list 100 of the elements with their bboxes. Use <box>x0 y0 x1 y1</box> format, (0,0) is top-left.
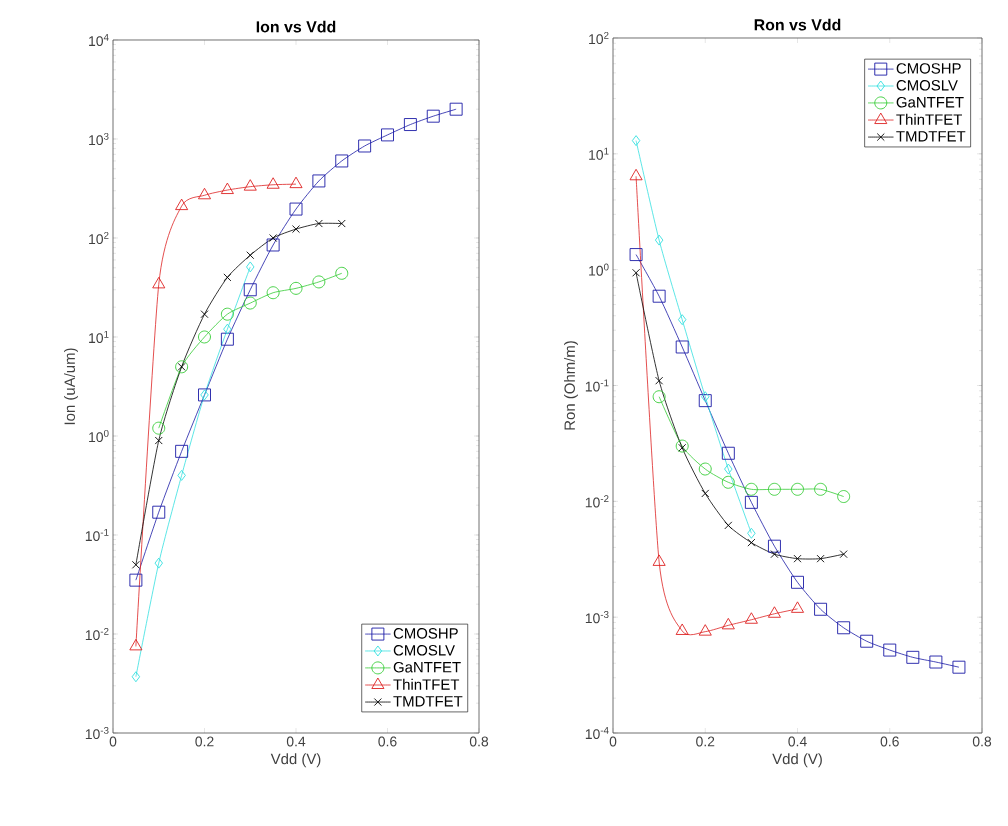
point <box>314 219 323 228</box>
y-tick-label: 10$^{-3}$ <box>585 611 609 624</box>
point <box>220 182 234 194</box>
point <box>744 495 758 509</box>
x-tick-label: 0 <box>109 736 117 747</box>
point <box>721 475 735 489</box>
point <box>629 248 643 262</box>
point <box>266 177 280 189</box>
point <box>724 463 733 475</box>
point <box>243 283 257 297</box>
point <box>246 261 255 273</box>
point <box>655 376 664 385</box>
point <box>952 660 966 674</box>
y-tick-label: 10$^{1}$ <box>589 147 609 160</box>
point <box>631 135 641 147</box>
point <box>269 234 278 242</box>
point <box>449 102 463 116</box>
legend-label: ThinTFET <box>393 678 460 690</box>
point <box>246 251 255 260</box>
point <box>220 307 234 321</box>
point <box>698 394 712 408</box>
point <box>744 482 758 496</box>
point <box>266 286 280 300</box>
point <box>883 643 897 657</box>
y-tick-label: 10$^{-1}$ <box>585 379 609 392</box>
point <box>335 266 349 280</box>
x-tick-label: 0.2 <box>696 736 715 747</box>
x-axis-title: Vdd (V) <box>772 753 822 768</box>
point <box>678 314 687 326</box>
point <box>175 444 189 458</box>
point <box>358 139 372 153</box>
point <box>791 575 804 589</box>
point <box>814 482 828 496</box>
legend-label: TMDTFET <box>393 696 463 707</box>
point <box>197 187 212 200</box>
y-axis-title: Ron (Ohm/m) <box>564 341 578 430</box>
y-tick-label: 10$^{-1}$ <box>85 528 109 542</box>
point <box>814 602 828 616</box>
y-tick-label: 10$^{4}$ <box>89 33 109 47</box>
point <box>129 573 143 587</box>
point <box>223 323 232 335</box>
point <box>292 225 300 234</box>
point <box>335 154 349 168</box>
point <box>266 238 280 252</box>
x-tick-label: 0 <box>609 736 617 747</box>
point <box>426 109 440 123</box>
point <box>220 332 234 346</box>
point <box>223 273 232 282</box>
y-tick-label: 10$^{0}$ <box>89 429 109 443</box>
point <box>177 469 186 481</box>
point <box>152 276 166 289</box>
legend-label: CMOSLV <box>896 80 958 91</box>
point <box>200 310 209 319</box>
point <box>839 550 848 559</box>
x-axis-title: Vdd (V) <box>270 753 321 768</box>
point <box>860 634 874 648</box>
point <box>675 439 689 453</box>
point <box>790 601 805 613</box>
point <box>747 527 756 539</box>
point <box>337 219 346 228</box>
point <box>747 538 756 547</box>
legend-label: CMOSHP <box>896 63 961 74</box>
x-tick-label: 0.2 <box>195 736 214 747</box>
point <box>906 650 920 664</box>
point <box>701 391 710 403</box>
point <box>675 340 689 354</box>
point <box>652 289 666 303</box>
point <box>381 128 394 142</box>
point <box>767 539 781 553</box>
chart-title: Ron vs Vdd <box>754 18 841 31</box>
point <box>837 490 851 503</box>
legend-label: GaNTFET <box>393 661 461 673</box>
y-tick-label: 10$^{0}$ <box>589 263 609 276</box>
point <box>312 275 326 289</box>
point <box>721 446 735 460</box>
y-tick-label: 10$^{3}$ <box>89 132 109 146</box>
point <box>652 554 666 566</box>
point <box>816 554 825 563</box>
legend-label: TMDTFET <box>896 131 966 142</box>
point <box>793 554 802 563</box>
chart-title: Ion vs Vdd <box>256 20 336 33</box>
point <box>175 198 189 211</box>
point <box>131 671 141 683</box>
point <box>767 606 781 618</box>
point <box>698 462 712 476</box>
y-tick-label: 10$^{2}$ <box>89 231 109 245</box>
point <box>152 421 166 435</box>
point <box>312 174 326 188</box>
y-tick-label: 10$^{1}$ <box>89 330 109 344</box>
legend-label: CMOSHP <box>393 628 458 639</box>
point <box>243 296 257 310</box>
x-tick-label: 0.6 <box>378 736 397 747</box>
point <box>675 623 689 635</box>
y-axis-title: Ion (uA/um) <box>64 348 78 425</box>
point <box>289 202 303 216</box>
y-tick-label: 10$^{-4}$ <box>585 726 609 740</box>
point <box>629 168 643 181</box>
x-tick-label: 0.6 <box>880 736 899 747</box>
point <box>721 617 735 630</box>
legend-label: ThinTFET <box>896 113 963 125</box>
